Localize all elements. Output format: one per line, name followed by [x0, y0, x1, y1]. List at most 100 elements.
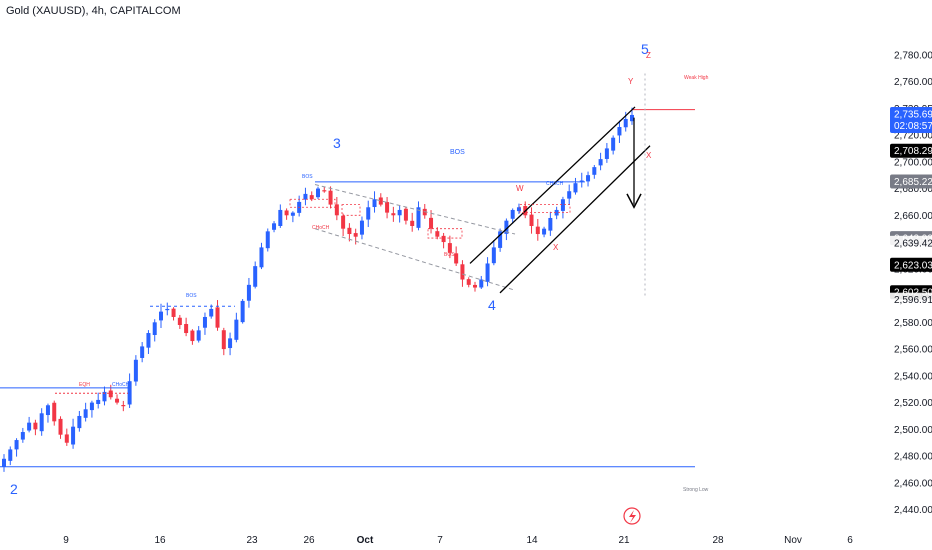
- candle-body: [284, 210, 289, 216]
- x-tick-label: 26: [303, 535, 315, 546]
- candle-body: [309, 195, 314, 200]
- candle-body: [535, 226, 540, 235]
- candle-body: [366, 207, 371, 220]
- price-tag: [890, 107, 932, 134]
- y-tick-label: 2,700.00: [894, 157, 932, 168]
- rising-channel-bottom: [499, 145, 651, 294]
- candle-body: [165, 308, 170, 311]
- structure-label: CHoCH: [546, 181, 564, 187]
- structure-label: CHoCH: [112, 382, 130, 388]
- candle-body: [617, 127, 622, 136]
- wave4-channel-bottom: [314, 228, 516, 291]
- y-tick-label: 2,680.00: [894, 184, 932, 195]
- price-tag: [890, 292, 932, 307]
- candle-body: [196, 330, 201, 341]
- y-tick-label: 2,720.00: [894, 131, 932, 142]
- candle-body: [378, 197, 383, 205]
- candle-body: [573, 183, 578, 193]
- structure-label: Strong Low: [683, 487, 709, 493]
- y-tick-label: 2,440.00: [894, 505, 932, 516]
- candle-body: [579, 180, 584, 183]
- x-tick-label: 7: [437, 535, 443, 546]
- lightning-icon: [629, 510, 636, 523]
- candle-body: [121, 405, 126, 407]
- candle-body: [246, 284, 251, 301]
- y-tick-label: 2,480.00: [894, 452, 932, 463]
- candle-body: [27, 422, 32, 431]
- candle-body: [479, 279, 484, 288]
- candle-body: [498, 231, 503, 248]
- rising-channel-top: [469, 106, 636, 264]
- candle-body: [140, 346, 145, 358]
- candle-body: [334, 204, 339, 216]
- candle-body: [510, 209, 515, 219]
- x-tick-label: 6: [847, 535, 853, 546]
- candle-body: [516, 207, 521, 212]
- candle-body: [39, 413, 44, 432]
- candle-body: [265, 231, 270, 249]
- y-tick-label: 2,580.00: [894, 318, 932, 329]
- price-tag: [890, 143, 932, 158]
- candle-body: [473, 284, 477, 288]
- price-tag-label: 2,639.42: [894, 238, 932, 249]
- candle-body: [529, 214, 534, 226]
- marker-box: [427, 228, 463, 239]
- candle-body: [604, 148, 609, 159]
- candle-body: [460, 264, 465, 280]
- candle-body: [115, 398, 120, 403]
- candle-body: [353, 233, 358, 237]
- candle-body: [567, 191, 572, 199]
- x-tick-label: 16: [154, 535, 166, 546]
- price-tag-timer: 02:08:57: [894, 121, 932, 132]
- y-tick-label: 2,560.00: [894, 345, 932, 356]
- candle-body: [259, 247, 264, 268]
- candle-body: [52, 402, 57, 422]
- candle-body: [77, 415, 82, 429]
- candle-body: [316, 188, 320, 198]
- structure-label: BOS: [186, 293, 197, 299]
- candle-body: [108, 390, 113, 398]
- candle-body: [586, 175, 591, 182]
- lightning-icon[interactable]: [623, 507, 641, 525]
- sub-wave-label: X: [646, 151, 652, 160]
- candle-body: [429, 217, 434, 229]
- x-tick-label: 21: [618, 535, 630, 546]
- price-tag-label: 2,623.03: [894, 260, 932, 271]
- candle-body: [485, 263, 490, 282]
- candle-body: [290, 212, 295, 216]
- candle-body: [177, 317, 182, 325]
- candle-body: [278, 209, 283, 226]
- x-tick-label: 28: [712, 535, 724, 546]
- candle-body: [152, 322, 157, 335]
- candle-body: [322, 190, 327, 192]
- sub-wave-label: W: [516, 184, 524, 193]
- candle-body: [33, 422, 38, 430]
- y-tick-label: 2,500.00: [894, 425, 932, 436]
- candle-body: [83, 409, 88, 418]
- candle-body: [228, 338, 233, 349]
- wave-label: 5: [641, 41, 649, 57]
- candle-body: [435, 231, 440, 237]
- candle-body: [159, 311, 163, 321]
- price-tag-label: 2,708.29: [894, 146, 932, 157]
- candle-body: [397, 209, 402, 216]
- candle-body: [403, 208, 408, 221]
- wave-label: 3: [333, 135, 341, 151]
- candle-body: [391, 213, 396, 216]
- candle-body: [454, 253, 459, 264]
- down-arrow-head: [626, 193, 642, 209]
- candle-body: [209, 308, 214, 317]
- candle-body: [372, 199, 377, 208]
- candle-body: [102, 391, 107, 402]
- price-tag-label: 2,596.91: [894, 295, 932, 306]
- candle-body: [504, 220, 509, 234]
- structure-label: CHoCH: [312, 225, 330, 231]
- y-tick-label: 2,660.00: [894, 211, 932, 222]
- candle-body: [202, 316, 207, 328]
- x-tick-label: Nov: [784, 535, 802, 546]
- price-tag-label: 2,685.22: [894, 177, 932, 188]
- y-tick-label: 2,540.00: [894, 371, 932, 382]
- marker-box: [341, 204, 361, 216]
- sub-wave-label: Y: [628, 77, 634, 86]
